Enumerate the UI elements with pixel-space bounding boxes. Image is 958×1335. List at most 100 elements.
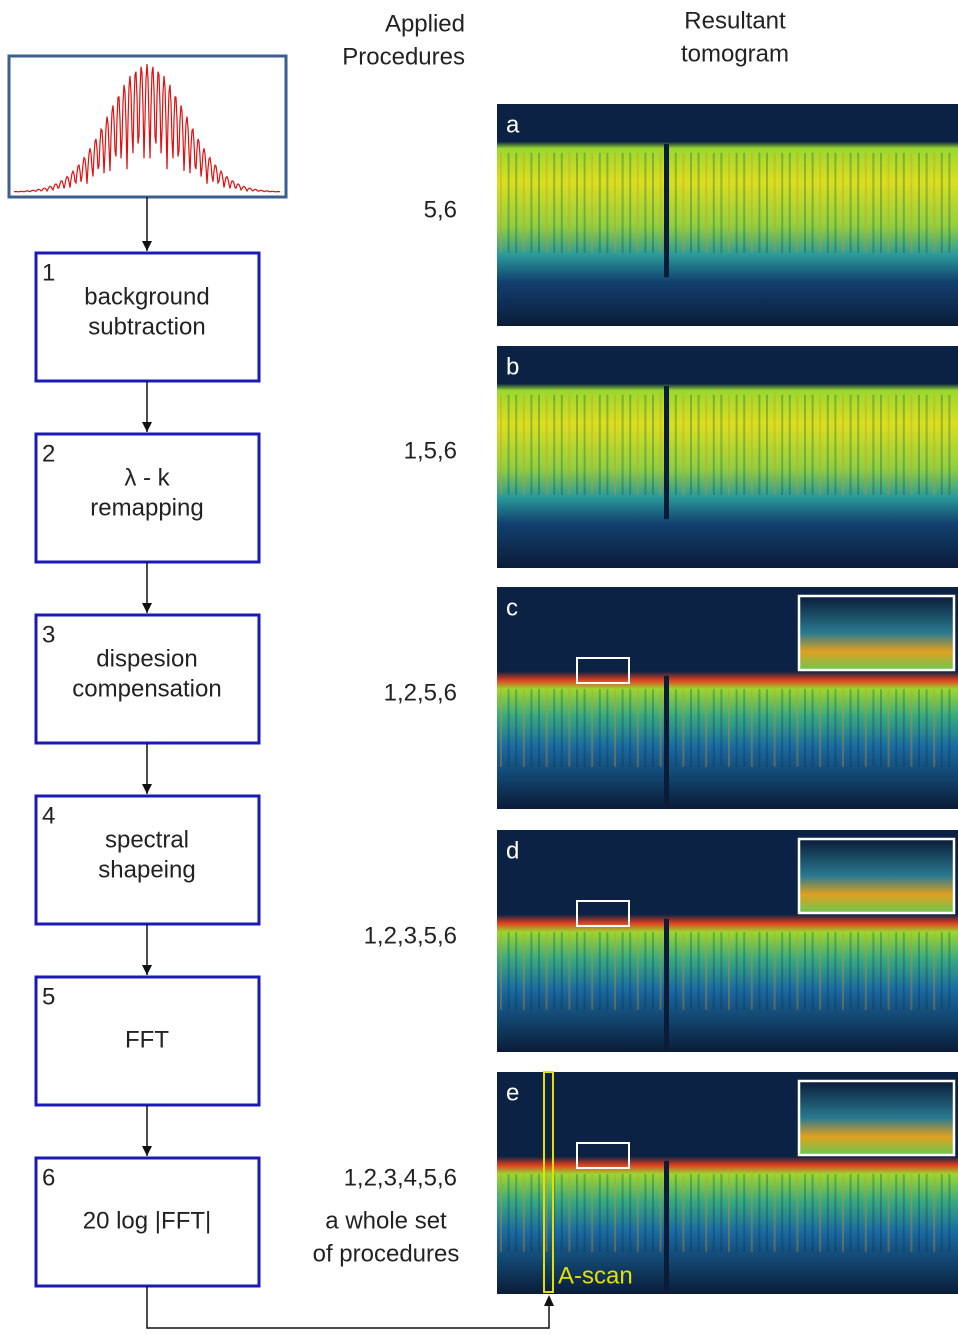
- speckle: [500, 932, 502, 1010]
- speckle: [515, 932, 518, 1010]
- speckle: [583, 152, 586, 253]
- speckle: [690, 152, 692, 253]
- speckle: [712, 689, 715, 767]
- speckle: [918, 1174, 920, 1252]
- speckle: [796, 394, 799, 495]
- speckle: [796, 152, 799, 253]
- speckle: [948, 932, 951, 1010]
- speckle: [682, 1174, 685, 1252]
- surface-gap: [664, 1160, 669, 1294]
- tomogram-image: [497, 104, 958, 326]
- arrow-head: [142, 1146, 152, 1156]
- speckle: [712, 152, 715, 253]
- flowchart: 1 background subtraction 2 λ - k remapping 3 di…: [34, 197, 554, 1329]
- speckle: [857, 932, 860, 1010]
- speckle: [849, 932, 852, 1010]
- speckle: [538, 689, 540, 767]
- speckle: [781, 932, 784, 1010]
- speckle: [880, 689, 882, 767]
- speckle: [781, 152, 784, 253]
- speckle: [773, 394, 776, 495]
- speckle: [857, 689, 860, 767]
- procedures-note: a whole set: [325, 1207, 447, 1234]
- speckle: [819, 152, 822, 253]
- speckle: [644, 394, 647, 495]
- speckle: [697, 932, 700, 1010]
- speckle: [591, 394, 594, 495]
- connector: [146, 1286, 550, 1329]
- speckle: [849, 689, 852, 767]
- speckle: [568, 689, 571, 767]
- step-box: [34, 613, 261, 745]
- speckle: [849, 152, 852, 253]
- step-label: FFT: [125, 1026, 169, 1053]
- speckle: [659, 152, 662, 253]
- step-box: [34, 251, 261, 383]
- speckle: [933, 1174, 936, 1252]
- step-label: spectral: [105, 826, 189, 853]
- speckle: [796, 1174, 799, 1252]
- speckle: [758, 689, 761, 767]
- speckle: [720, 152, 723, 253]
- panel-letter: b: [506, 353, 519, 380]
- speckle: [834, 932, 837, 1010]
- speckle: [811, 689, 814, 767]
- speckle: [902, 689, 905, 767]
- panel-letter: a: [506, 111, 520, 138]
- speckle: [766, 689, 768, 767]
- speckle: [811, 1174, 814, 1252]
- speckle: [530, 932, 533, 1010]
- speckle: [804, 932, 806, 1010]
- speckle: [735, 152, 738, 253]
- speckle: [940, 689, 943, 767]
- speckle: [507, 152, 510, 253]
- speckle: [606, 152, 609, 253]
- step-number: 6: [42, 1164, 55, 1191]
- speckle: [515, 394, 518, 495]
- speckle: [925, 689, 928, 767]
- speckle: [659, 394, 662, 495]
- speckle: [636, 932, 639, 1010]
- speckle: [788, 394, 791, 495]
- speckle: [902, 932, 905, 1010]
- speckle: [887, 152, 890, 253]
- speckle: [690, 1174, 692, 1252]
- speckle: [910, 1174, 913, 1252]
- speckle: [910, 152, 913, 253]
- speckle: [735, 689, 738, 767]
- speckle: [735, 1174, 738, 1252]
- speckle: [788, 152, 791, 253]
- arrow-head: [142, 241, 152, 251]
- speckle: [522, 932, 525, 1010]
- speckle: [940, 152, 943, 253]
- step-label: λ - k: [124, 464, 170, 491]
- speckle: [743, 1174, 746, 1252]
- speckle: [796, 932, 799, 1010]
- speckle: [781, 394, 784, 495]
- speckle: [522, 1174, 525, 1252]
- speckle: [925, 394, 928, 495]
- arrow-head: [142, 422, 152, 432]
- speckle: [788, 689, 791, 767]
- speckle: [530, 1174, 533, 1252]
- speckle: [583, 1174, 586, 1252]
- speckle: [500, 152, 502, 253]
- speckle: [735, 394, 738, 495]
- speckle: [728, 689, 730, 767]
- speckle: [500, 1174, 502, 1252]
- speckle: [522, 152, 525, 253]
- step-label: subtraction: [88, 313, 205, 340]
- step-label: dispesion: [96, 645, 197, 672]
- arrow-head: [142, 965, 152, 975]
- speckle: [834, 152, 837, 253]
- speckle: [690, 932, 692, 1010]
- speckle: [522, 394, 525, 495]
- speckle: [583, 689, 586, 767]
- speckle: [819, 932, 822, 1010]
- speckle: [819, 394, 822, 495]
- applied-procedures: 1,2,3,5,6: [364, 922, 457, 949]
- inset-image: [797, 1079, 956, 1157]
- speckle: [750, 152, 753, 253]
- speckle: [872, 932, 875, 1010]
- speckle: [538, 394, 540, 495]
